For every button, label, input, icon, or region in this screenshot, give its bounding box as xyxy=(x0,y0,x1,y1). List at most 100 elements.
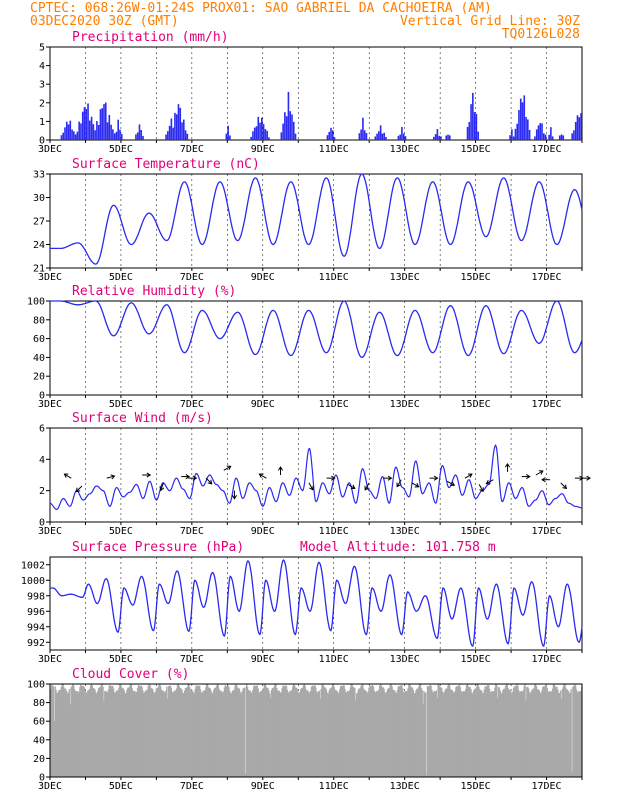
y-tick-label: 998 xyxy=(27,591,45,602)
cloud-cover-bar xyxy=(560,698,563,777)
cloud-cover-bar xyxy=(110,686,112,777)
precip-bar xyxy=(333,137,336,140)
precip-bar xyxy=(562,135,565,140)
cloud-cover-bar xyxy=(362,688,365,777)
cloud-cover-bar xyxy=(196,685,198,777)
precip-bar xyxy=(104,102,107,140)
x-tick-label: 11DEC xyxy=(319,781,349,792)
cloud-cover-bar xyxy=(425,692,427,777)
y-tick-label: 40 xyxy=(33,735,45,746)
cloud-cover-bar xyxy=(249,690,251,777)
wind-arrow xyxy=(582,475,591,481)
precip-bar xyxy=(436,129,439,140)
cloud-cover-bar xyxy=(56,692,58,777)
cloud-cover-bar xyxy=(393,690,395,777)
cloud-cover-bar xyxy=(210,690,212,777)
cloud-cover-bar xyxy=(115,690,117,777)
cloud-cover-bar xyxy=(413,693,415,777)
y-tick-label: 0 xyxy=(39,773,45,784)
x-tick-label: 7DEC xyxy=(180,654,204,665)
cloud-cover-bar xyxy=(462,691,464,777)
cloud-cover-bar xyxy=(254,686,257,777)
cloud-cover-bar xyxy=(451,690,454,777)
x-tick-label: 3DEC xyxy=(38,526,62,537)
wind-arrow-head xyxy=(586,475,591,481)
cloud-cover-bar xyxy=(433,690,436,777)
wind-arrow xyxy=(75,485,83,493)
wind-arrow-shaft xyxy=(486,479,494,485)
cloud-cover-bar xyxy=(140,685,142,777)
precip-bar xyxy=(67,124,70,140)
cloud-cover-bar xyxy=(511,693,513,777)
cloud-cover-bar xyxy=(514,686,516,777)
cloud-cover-bar xyxy=(240,693,243,777)
cloud-cover-bar xyxy=(436,697,438,777)
cloud-cover-bar xyxy=(480,690,483,777)
x-tick-label: 11DEC xyxy=(319,144,349,155)
precip-bar xyxy=(535,129,538,140)
precip-bar xyxy=(294,133,297,140)
cloud-cover-bar xyxy=(289,690,291,777)
y-tick-label: 1000 xyxy=(21,576,45,587)
cloud-cover-bar xyxy=(132,690,134,777)
cloud-cover-bar xyxy=(72,684,74,777)
cloud-cover-bar xyxy=(152,691,155,777)
cloud-cover-bar xyxy=(373,690,376,777)
precip-bar xyxy=(445,135,448,140)
precipitation-title: Precipitation (mm/h) xyxy=(72,30,229,45)
cloud-cover-bar xyxy=(65,691,68,777)
cloud-cover-bar xyxy=(535,684,537,777)
cloud-cover-bar xyxy=(207,687,210,777)
cloud-cover-bar xyxy=(257,688,259,777)
panel-frame xyxy=(49,683,583,778)
wind-arrow-shaft xyxy=(411,482,419,488)
cloud-cover-bar xyxy=(187,684,189,777)
cloud-cover-bar xyxy=(355,693,358,777)
cloud-cover-bar xyxy=(538,690,540,777)
cloud-cover-bar xyxy=(63,687,65,777)
pressure-panel: Surface Pressure (hPa) Model Altitude: 1… xyxy=(21,540,583,665)
cloud-cover-bar xyxy=(64,688,66,777)
cloud-cover-bar xyxy=(450,689,453,777)
wind-arrow-head xyxy=(479,487,484,493)
cloud-cover-bar xyxy=(264,684,266,777)
cloud-cover-bar xyxy=(431,689,433,777)
cloud-cover-bar xyxy=(191,690,194,777)
precip-bar xyxy=(326,135,329,140)
cloud-cover-bar xyxy=(323,686,325,777)
wind-arrow xyxy=(396,479,402,488)
cloud-cover-bar xyxy=(339,686,342,777)
cloud-cover-bar xyxy=(509,689,511,777)
cloud-cover-bar xyxy=(364,690,367,777)
precip-bar xyxy=(96,121,98,140)
cloud-cover-bar xyxy=(452,691,454,777)
cloud-cover-bar xyxy=(390,684,392,777)
x-tick-label: 9DEC xyxy=(251,781,275,792)
precip-bar xyxy=(401,127,403,140)
x-tick-label: 3DEC xyxy=(38,399,62,410)
cloud-cover-bar xyxy=(197,686,199,777)
cloud-cover-bar xyxy=(258,692,260,777)
cloud-cover-bar xyxy=(120,686,123,777)
cloud-cover-bar xyxy=(93,688,95,777)
cloud-cover-bar xyxy=(511,691,514,777)
cloud-cover-bar xyxy=(407,688,409,777)
precip-bar xyxy=(374,136,377,140)
cloud-cover-bar xyxy=(252,689,254,777)
cloud-cover-bar xyxy=(96,693,98,777)
cloud-cover-bar xyxy=(214,687,217,777)
cloud-cover-bar xyxy=(286,689,289,777)
cloud-cover-bar xyxy=(215,685,218,777)
cloud-cover-bar xyxy=(231,690,234,777)
precip-bar xyxy=(101,108,104,140)
cloud-cover-bar xyxy=(397,686,399,777)
cloud-cover-bar xyxy=(203,690,205,777)
precip-bar xyxy=(97,124,100,140)
wind-arrow xyxy=(181,473,191,480)
cloud-cover-bar xyxy=(269,697,272,777)
cloud-cover-bar xyxy=(75,690,78,777)
cloud-cover-bar xyxy=(282,685,284,777)
cloud-cover-bar xyxy=(206,684,208,777)
cloud-cover-bar xyxy=(136,687,139,777)
cloud-cover-bar xyxy=(293,685,296,777)
